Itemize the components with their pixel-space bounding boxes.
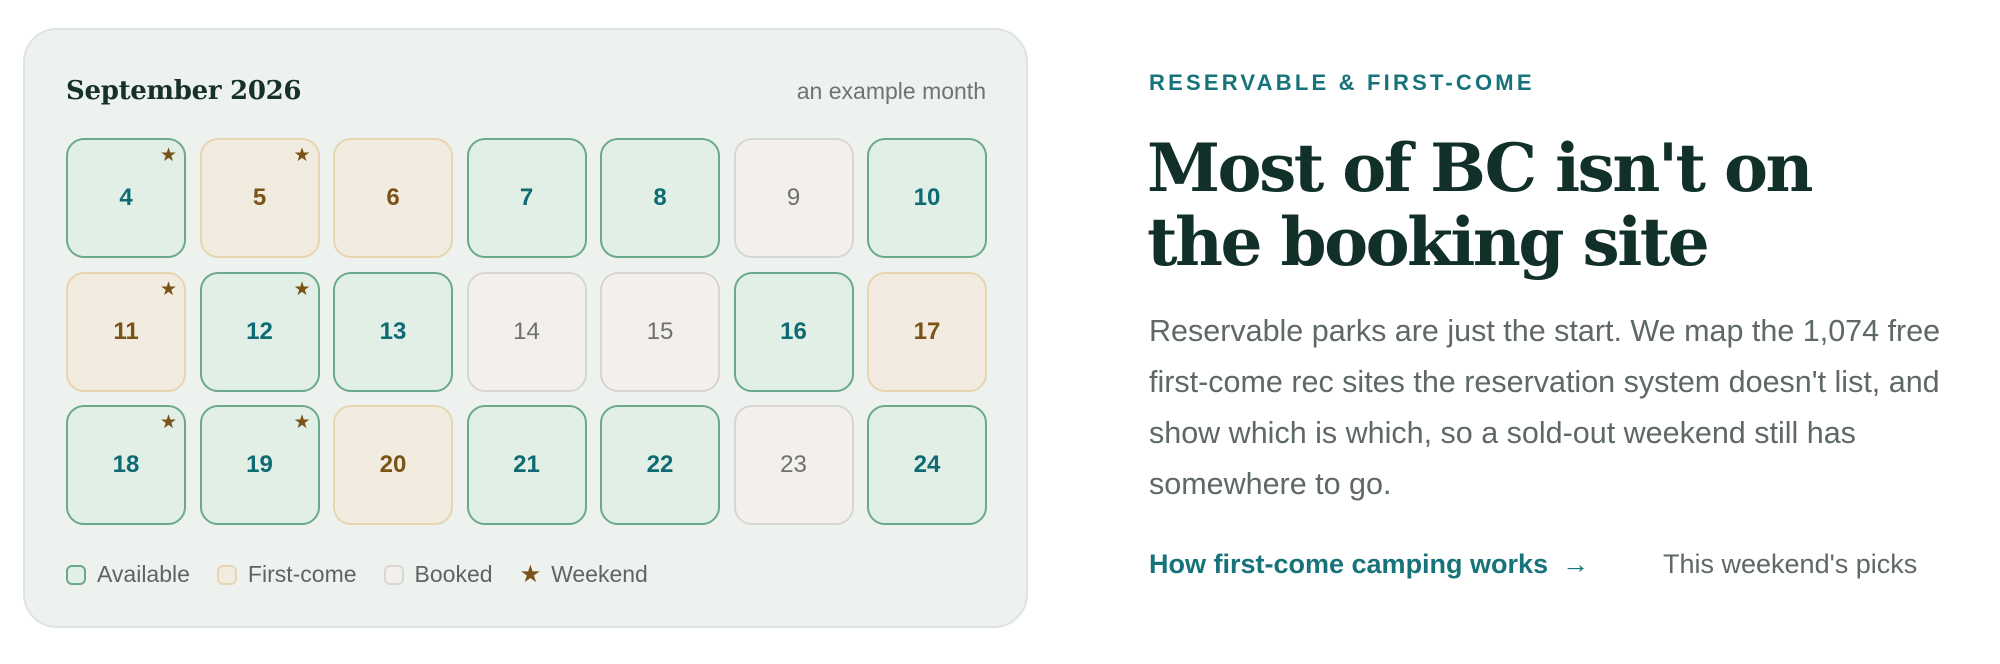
day-number: 18 [112, 451, 140, 478]
first-come-camping-link[interactable]: How first-come camping works → [1149, 549, 1589, 580]
weekend-picks-link[interactable]: This weekend's picks [1663, 549, 1918, 579]
star-icon: ★ [293, 145, 311, 166]
day-number: 6 [386, 184, 400, 211]
star-icon: ★ [159, 412, 177, 433]
day-number: 19 [246, 451, 273, 478]
calendar-day[interactable]: 21 [466, 405, 587, 525]
booked-swatch [383, 564, 404, 585]
calendar-day[interactable]: 18 ★ [66, 405, 186, 525]
calendar-card: September 2026 an example month 4 ★ 5 ★ 6 7 8 9… [23, 28, 1028, 628]
calendar-day[interactable]: 9 [733, 138, 854, 258]
star-icon: ★ [519, 561, 542, 588]
legend-label-available: Available [97, 561, 190, 587]
day-number: 15 [646, 317, 674, 345]
legend-label-weekend: Weekend [551, 561, 648, 587]
day-number: 7 [519, 184, 534, 211]
calendar-day[interactable]: 5 ★ [199, 138, 320, 258]
calendar-day[interactable]: 16 [733, 271, 854, 392]
star-icon: ★ [159, 278, 177, 300]
calendar-day[interactable]: 10 [867, 138, 987, 258]
day-number: 22 [646, 451, 674, 478]
day-number: 4 [119, 184, 133, 211]
day-number: 24 [913, 451, 941, 478]
legend-item-booked: Booked [383, 561, 493, 588]
day-number: 12 [246, 317, 273, 345]
calendar-day[interactable]: 6 [333, 138, 453, 258]
calendar-grid: 4 ★ 5 ★ 6 7 8 9 10 11 ★ 12 ★ 13 14 15 16 17 18 ★ 19 ★ 20 21 22 23… [66, 138, 987, 525]
calendar-day[interactable]: 12 ★ [199, 271, 320, 392]
calendar-day[interactable]: 14 [466, 271, 587, 392]
calendar-day[interactable]: 24 [867, 405, 987, 525]
calendar-day[interactable]: 13 [333, 271, 453, 392]
calendar-day[interactable]: 23 [733, 405, 854, 525]
page-headline: Most of BC isn't on the booking site [1147, 131, 1967, 279]
legend-item-weekend: ★ Weekend [520, 560, 648, 589]
calendar-day[interactable]: 7 [466, 138, 587, 258]
headline-line-1: Most of BC isn't on [1147, 129, 1814, 207]
day-number: 23 [780, 451, 807, 478]
day-number: 9 [786, 184, 801, 211]
day-number: 13 [379, 317, 407, 345]
available-swatch [66, 564, 86, 585]
calendar-day[interactable]: 8 [600, 138, 720, 258]
star-icon: ★ [159, 145, 177, 166]
first-come-camping-link-label: How first-come camping works [1149, 549, 1549, 579]
day-number: 21 [513, 451, 540, 478]
calendar-day[interactable]: 22 [600, 405, 720, 525]
calendar-day[interactable]: 19 ★ [199, 405, 320, 525]
arrow-right-icon: → [1562, 549, 1590, 579]
legend-label-booked: Booked [414, 561, 493, 587]
calendar-note: an example month [796, 78, 986, 104]
day-number: 8 [653, 184, 667, 211]
day-number: 5 [252, 184, 267, 211]
day-number: 14 [513, 317, 540, 345]
intro-paragraph: Reservable parks are just the start. We … [1149, 314, 1941, 501]
day-number: 17 [913, 317, 941, 345]
calendar-legend: Available First-come Booked ★ Weekend [66, 560, 675, 589]
star-icon: ★ [293, 278, 311, 300]
first-come-swatch [216, 564, 237, 585]
day-number: 11 [113, 317, 139, 345]
calendar-day[interactable]: 11 ★ [66, 271, 186, 392]
legend-item-first-come: First-come [216, 561, 357, 588]
day-number: 16 [780, 317, 807, 345]
day-number: 20 [379, 451, 407, 478]
calendar-title: September 2026 [66, 76, 302, 106]
star-icon: ★ [293, 412, 311, 433]
calendar-day[interactable]: 4 ★ [66, 138, 186, 258]
legend-item-available: Available [66, 561, 190, 588]
legend-label-first-come: First-come [247, 561, 357, 587]
calendar-day[interactable]: 20 [333, 405, 453, 525]
section-eyebrow: RESERVABLE & FIRST-COME [1149, 70, 1535, 95]
day-number: 10 [913, 184, 941, 211]
calendar-day[interactable]: 15 [600, 271, 720, 392]
headline-line-2: the booking site [1147, 203, 1710, 281]
calendar-day[interactable]: 17 [867, 271, 987, 392]
